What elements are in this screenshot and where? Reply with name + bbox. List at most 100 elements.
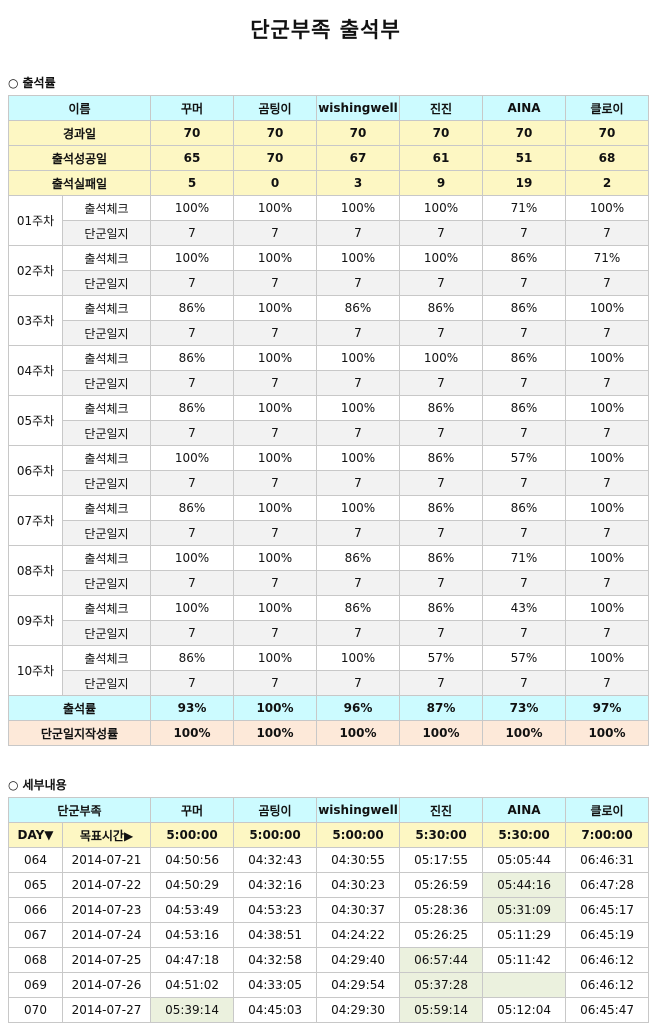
wake-time-cell: 06:46:12 — [565, 947, 650, 973]
week-log-row: 단군일지 7 7 7 7 7 7 — [9, 570, 649, 596]
member-name-header: AINA — [482, 95, 566, 121]
wake-time-cell: 04:50:56 — [150, 847, 235, 873]
check-value: 100% — [565, 545, 649, 571]
log-label: 단군일지 — [62, 270, 151, 296]
detail-row: 065 2014-07-22 04:50:29 04:32:16 04:30:23 05:… — [8, 872, 650, 898]
check-label: 출석체크 — [62, 495, 151, 521]
detail-row: 064 2014-07-21 04:50:56 04:32:43 04:30:55 05:… — [8, 847, 650, 873]
week-check-row: 02주차 출석체크 100% 100% 100% 100% 86% 71% — [8, 245, 649, 296]
log-value: 7 — [150, 570, 234, 596]
log-label: 단군일지 — [62, 670, 151, 696]
summary-value: 19 — [482, 170, 566, 196]
log-value: 7 — [565, 470, 649, 496]
check-value: 100% — [233, 195, 317, 221]
log-value: 7 — [399, 570, 483, 596]
wake-time-cell: 05:59:14 — [399, 997, 484, 1023]
wake-time-cell: 05:31:09 — [482, 897, 567, 923]
date-cell: 2014-07-22 — [61, 872, 152, 898]
log-rate-row: 단군일지작성률 100% 100% 100% 100% 100% 100% — [8, 720, 649, 746]
summary-value: 67 — [316, 145, 400, 171]
log-rate-value: 100% — [565, 720, 649, 746]
wake-time-cell: 06:57:44 — [399, 947, 484, 973]
check-value: 100% — [233, 445, 317, 471]
detail-row: 066 2014-07-23 04:53:49 04:53:23 04:30:37 05:… — [8, 897, 650, 923]
attendance-rate-value: 87% — [399, 695, 483, 721]
week-log-row: 단군일지 7 7 7 7 7 7 — [9, 620, 649, 646]
wake-time-cell: 06:46:12 — [565, 972, 650, 998]
attendance-rate-value: 97% — [565, 695, 649, 721]
check-value: 100% — [565, 395, 649, 421]
wake-time-cell: 06:45:19 — [565, 922, 650, 948]
page-title: 단군부족 출석부 — [250, 18, 401, 42]
log-value: 7 — [233, 520, 317, 546]
check-value: 86% — [316, 545, 400, 571]
week-label: 01주차 — [8, 195, 63, 246]
log-value: 7 — [565, 370, 649, 396]
week-label: 06주차 — [8, 445, 63, 496]
check-label: 출석체크 — [62, 345, 151, 371]
detail-row: 068 2014-07-25 04:47:18 04:32:58 04:29:40 06:… — [8, 947, 650, 973]
wake-time-cell: 05:05:44 — [482, 847, 567, 873]
log-value: 7 — [150, 220, 234, 246]
target-time-value: 5:30:00 — [399, 822, 484, 848]
circle-bullet-icon: ○ — [8, 76, 19, 90]
check-value: 86% — [316, 595, 400, 621]
log-value: 7 — [233, 570, 317, 596]
log-value: 7 — [316, 670, 400, 696]
check-value: 86% — [399, 545, 483, 571]
summary-value: 51 — [482, 145, 566, 171]
log-value: 7 — [150, 420, 234, 446]
log-value: 7 — [399, 270, 483, 296]
summary-value: 70 — [399, 120, 483, 146]
summary-value: 70 — [482, 120, 566, 146]
member-name-header: 꾸머 — [150, 797, 235, 823]
attendance-table: 이름 꾸머 곰팅이 wishingwell 진진 AINA 클로이 경과일 70 70 70 70 70… — [8, 95, 649, 746]
week-check-row: 05주차 출석체크 86% 100% 100% 86% 86% 100% — [8, 395, 649, 446]
day-number: 065 — [8, 872, 63, 898]
log-label: 단군일지 — [62, 370, 151, 396]
log-rate-value: 100% — [399, 720, 483, 746]
check-value: 100% — [565, 445, 649, 471]
check-value: 86% — [399, 495, 483, 521]
week-check-row: 10주차 출석체크 86% 100% 100% 57% 57% 100% — [8, 645, 649, 696]
wake-time-cell: 04:53:16 — [150, 922, 235, 948]
week-check-row: 09주차 출석체크 100% 100% 86% 86% 43% 100% — [8, 595, 649, 646]
week-check-row: 06주차 출석체크 100% 100% 100% 86% 57% 100% — [8, 445, 649, 496]
check-value: 86% — [150, 295, 234, 321]
week-log-row: 단군일지 7 7 7 7 7 7 — [9, 420, 649, 446]
wake-time-cell: 05:12:04 — [482, 997, 567, 1023]
log-value: 7 — [316, 420, 400, 446]
wake-time-cell: 04:33:05 — [233, 972, 318, 998]
check-value: 100% — [399, 245, 483, 271]
log-value: 7 — [482, 520, 566, 546]
wake-time-cell: 05:28:36 — [399, 897, 484, 923]
wake-time-cell: 05:26:25 — [399, 922, 484, 948]
check-value: 43% — [482, 595, 566, 621]
check-value: 100% — [150, 245, 234, 271]
member-name-header: 곰팅이 — [233, 797, 318, 823]
check-label: 출석체크 — [62, 645, 151, 671]
summary-value: 0 — [233, 170, 317, 196]
wake-time-cell: 05:37:28 — [399, 972, 484, 998]
wake-time-cell: 06:46:31 — [565, 847, 650, 873]
log-value: 7 — [482, 420, 566, 446]
log-value: 7 — [399, 370, 483, 396]
log-label: 단군일지 — [62, 520, 151, 546]
week-check-row: 08주차 출석체크 100% 100% 86% 86% 71% 100% — [8, 545, 649, 596]
attendance-rate-value: 73% — [482, 695, 566, 721]
log-value: 7 — [233, 370, 317, 396]
check-value: 100% — [150, 445, 234, 471]
wake-time-cell: 04:38:51 — [233, 922, 318, 948]
log-value: 7 — [482, 620, 566, 646]
wake-time-cell: 04:45:03 — [233, 997, 318, 1023]
check-value: 86% — [150, 395, 234, 421]
log-rate-value: 100% — [316, 720, 400, 746]
check-value: 100% — [233, 245, 317, 271]
tribe-header-cell: 단군부족 — [7, 797, 152, 823]
log-value: 7 — [482, 370, 566, 396]
log-value: 7 — [482, 320, 566, 346]
log-label: 단군일지 — [62, 470, 151, 496]
check-label: 출석체크 — [62, 245, 151, 271]
day-number: 067 — [8, 922, 63, 948]
week-check-row: 04주차 출석체크 86% 100% 100% 100% 86% 100% — [8, 345, 649, 396]
